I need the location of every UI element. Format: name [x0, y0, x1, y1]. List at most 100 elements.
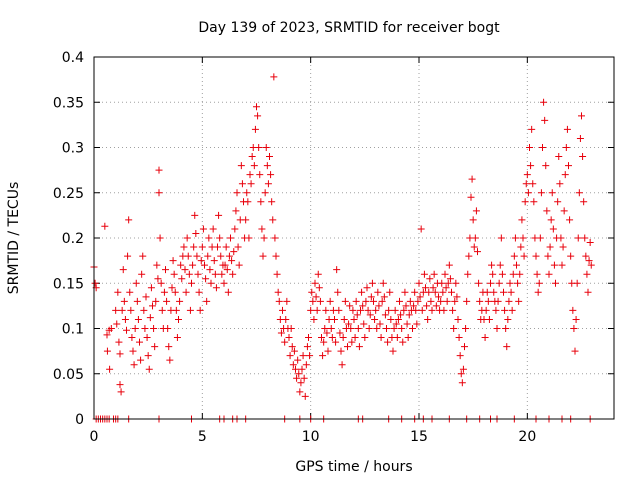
data-point	[443, 297, 451, 305]
data-point	[316, 297, 324, 305]
data-point	[559, 243, 567, 251]
data-point	[158, 306, 166, 314]
y-tick-label: 0.2	[62, 231, 84, 247]
data-point	[124, 252, 132, 260]
data-point	[103, 347, 111, 355]
data-point	[387, 315, 395, 323]
data-point	[261, 189, 269, 197]
data-point	[374, 288, 382, 296]
data-point	[393, 334, 401, 342]
data-point	[146, 314, 154, 322]
data-point	[458, 379, 466, 387]
data-point	[420, 270, 428, 278]
x-tick-label: 0	[90, 429, 99, 445]
data-point	[394, 315, 402, 323]
data-point	[402, 302, 410, 310]
data-point	[375, 302, 383, 310]
data-point	[444, 279, 452, 287]
data-point	[277, 329, 285, 337]
data-point	[228, 257, 236, 265]
data-point	[476, 297, 484, 305]
data-point	[501, 306, 509, 314]
y-tick-label: 0.05	[53, 367, 84, 383]
data-point	[468, 175, 476, 183]
data-point	[547, 216, 555, 224]
data-point	[231, 225, 239, 233]
data-point	[155, 189, 163, 197]
data-point	[282, 315, 290, 323]
axis-ticks: 0 0.05 0.1 0.15 0.2 0.25 0.3 0.35 0.4 0 5 10 15 20	[53, 50, 614, 445]
data-point	[347, 325, 355, 332]
data-point	[406, 297, 414, 305]
data-point	[540, 98, 548, 106]
data-point	[232, 207, 240, 215]
data-point	[128, 334, 136, 342]
data-point	[350, 315, 358, 323]
data-point	[115, 338, 123, 346]
data-point	[140, 306, 148, 314]
data-point	[403, 320, 411, 328]
data-point	[117, 388, 125, 396]
data-point	[361, 334, 369, 342]
data-point	[121, 315, 129, 323]
data-point	[517, 243, 525, 251]
data-point	[188, 279, 195, 287]
data-point	[550, 261, 558, 269]
data-point	[482, 306, 490, 314]
data-point	[212, 284, 220, 292]
data-point	[426, 275, 434, 283]
data-point	[248, 153, 256, 161]
data-point	[91, 279, 99, 287]
data-point	[417, 225, 425, 233]
data-point	[177, 261, 185, 269]
data-point	[229, 270, 237, 278]
data-point	[133, 297, 141, 305]
y-tick-label: 0.3	[62, 141, 84, 157]
data-point	[563, 125, 571, 133]
data-point	[298, 365, 306, 373]
data-point	[383, 325, 390, 332]
data-point	[255, 144, 263, 151]
data-point	[225, 252, 233, 260]
data-point	[415, 279, 423, 287]
data-point	[448, 288, 455, 296]
data-point	[323, 329, 331, 337]
data-point	[157, 279, 165, 287]
data-point	[532, 252, 540, 260]
data-point	[437, 297, 445, 305]
data-point	[575, 189, 583, 197]
data-point	[218, 270, 226, 278]
data-point	[502, 325, 510, 332]
data-point	[441, 270, 449, 278]
data-point	[544, 252, 552, 260]
data-point	[368, 279, 376, 287]
data-point	[582, 252, 590, 260]
data-point	[338, 361, 346, 369]
data-point	[449, 306, 457, 314]
data-point	[244, 198, 252, 206]
data-point	[321, 325, 329, 332]
data-point	[127, 306, 135, 314]
y-tick-label: 0.35	[53, 95, 84, 111]
data-point	[337, 347, 345, 355]
data-point	[294, 356, 302, 364]
data-point	[227, 234, 234, 242]
data-point	[142, 293, 150, 301]
data-point	[344, 343, 351, 351]
data-point	[144, 352, 152, 360]
data-point	[214, 243, 221, 251]
data-point	[566, 216, 574, 224]
data-point	[358, 288, 366, 296]
data-point	[585, 257, 593, 265]
data-point	[424, 315, 432, 323]
data-point	[452, 279, 460, 287]
data-point	[299, 352, 307, 360]
data-point	[438, 279, 446, 287]
data-point	[398, 325, 406, 332]
data-point	[221, 261, 229, 269]
data-point	[506, 279, 514, 287]
data-point	[362, 297, 370, 305]
data-point	[440, 306, 448, 314]
data-point	[376, 320, 384, 328]
data-point	[391, 306, 399, 314]
